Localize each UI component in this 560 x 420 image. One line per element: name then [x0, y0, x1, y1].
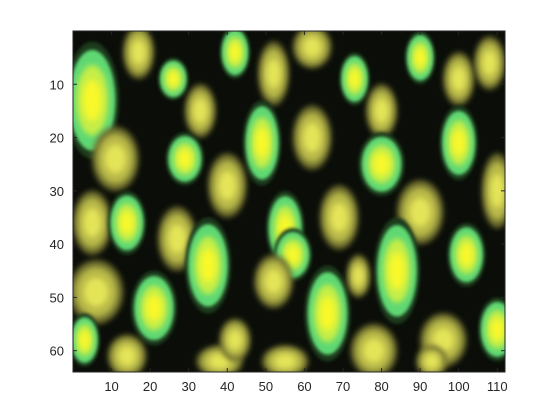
- x-tick-label: 60: [297, 379, 311, 394]
- texture-cell: [157, 206, 197, 271]
- texture-cell: [73, 260, 124, 325]
- texture-cell: [184, 84, 216, 138]
- texture-cell: [258, 41, 290, 106]
- texture-cell: [208, 153, 247, 218]
- texture-cell: [242, 100, 282, 186]
- y-tick-label: 30: [50, 184, 64, 199]
- texture-cell: [443, 52, 475, 106]
- y-tick-label: 60: [50, 344, 64, 359]
- x-tick-label: 40: [220, 379, 234, 394]
- texture-cell: [304, 265, 351, 362]
- texture-cell: [262, 345, 309, 372]
- texture-cell: [404, 31, 436, 85]
- axes-box: [72, 30, 506, 373]
- x-tick-label: 50: [259, 379, 273, 394]
- texture-cell: [254, 254, 293, 309]
- y-tick-label: 50: [50, 290, 64, 305]
- texture-cell: [346, 254, 370, 298]
- x-tick-label: 70: [336, 379, 350, 394]
- texture-cell: [481, 153, 505, 229]
- texture-cell: [107, 334, 147, 372]
- x-tick-label: 110: [487, 379, 508, 394]
- texture-cell: [373, 217, 421, 325]
- texture-cell: [107, 190, 147, 255]
- texture-cell: [339, 52, 371, 106]
- x-tick-label: 10: [104, 379, 118, 394]
- texture-cell: [416, 345, 448, 372]
- texture-cell: [474, 36, 505, 90]
- x-tick-label: 20: [143, 379, 157, 394]
- texture-cell: [366, 84, 398, 138]
- texture-cell: [130, 270, 178, 346]
- x-tick-label: 100: [448, 379, 470, 394]
- texture-cell: [165, 132, 205, 186]
- texture-cell: [319, 185, 359, 250]
- texture-cell: [157, 57, 189, 101]
- x-tick-label: 80: [374, 379, 388, 394]
- texture-cell: [478, 297, 505, 362]
- texture-cell: [358, 132, 405, 197]
- texture-cell: [292, 31, 332, 69]
- image-area: [73, 31, 505, 372]
- texture-cell: [292, 105, 332, 170]
- texture-cell: [123, 31, 154, 79]
- y-tick-label: 40: [50, 237, 64, 252]
- texture-cell: [73, 313, 100, 367]
- x-tick-label: 30: [181, 379, 195, 394]
- texture-cell: [92, 126, 139, 191]
- x-axis: 10 20 30 40 50 60 70 80 90 100 110: [104, 31, 508, 394]
- texture-cell: [219, 31, 251, 79]
- texture-cell: [439, 105, 479, 181]
- texture-cell: [350, 324, 397, 372]
- y-axis: 10 20 30 40 50 60: [50, 77, 505, 359]
- texture-cell: [219, 318, 251, 362]
- texture-cell: [184, 217, 232, 314]
- texture-cell: [73, 190, 112, 255]
- y-tick-label: 10: [50, 77, 64, 92]
- x-tick-label: 90: [413, 379, 427, 394]
- y-tick-label: 20: [50, 131, 64, 146]
- texture-cell: [447, 222, 486, 287]
